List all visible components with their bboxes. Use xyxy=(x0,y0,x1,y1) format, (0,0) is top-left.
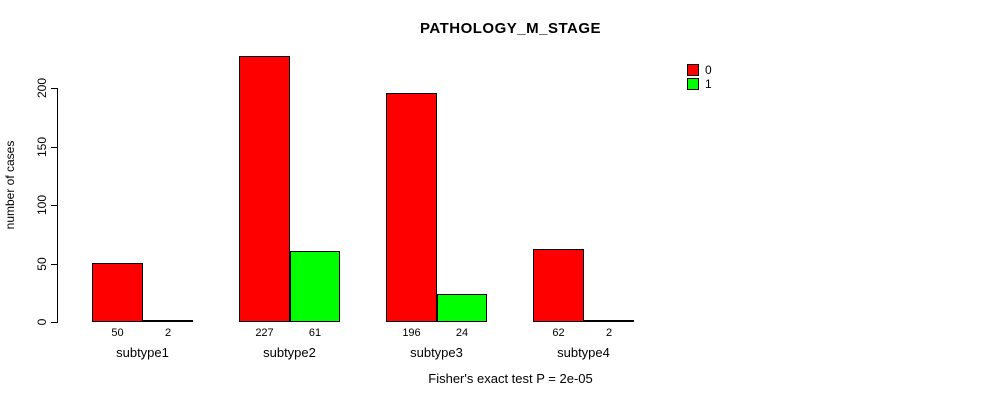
category-label-subtype4: subtype4 xyxy=(557,345,610,360)
y-tick-mark xyxy=(51,322,57,323)
category-label-subtype1: subtype1 xyxy=(116,345,169,360)
bar-value-label: 61 xyxy=(308,327,322,339)
bar-series-1-subtype2 xyxy=(290,251,340,322)
bar-series-0-subtype4 xyxy=(533,249,584,322)
bar-value-label: 227 xyxy=(255,327,274,339)
bar-series-1-subtype3 xyxy=(437,294,487,322)
chart-title: PATHOLOGY_M_STAGE xyxy=(419,20,601,37)
y-axis-line xyxy=(57,88,58,323)
legend-row: 0 xyxy=(687,63,712,77)
category-label-subtype3: subtype3 xyxy=(410,345,463,360)
y-tick-label: 200 xyxy=(35,77,49,99)
y-tick-mark xyxy=(51,88,57,89)
y-tick-label: 150 xyxy=(35,136,49,157)
y-tick-label: 100 xyxy=(35,194,49,216)
legend-swatch-1 xyxy=(687,78,699,90)
legend-label: 0 xyxy=(705,63,712,77)
statistical-test-annotation: Fisher's exact test P = 2e-05 xyxy=(428,371,593,386)
y-axis-label: number of cases xyxy=(3,140,17,230)
bar-series-1-subtype4 xyxy=(584,320,634,322)
y-tick-mark xyxy=(51,205,57,206)
legend-row: 1 xyxy=(687,77,712,91)
bar-value-label: 24 xyxy=(455,327,469,339)
bar-value-label: 196 xyxy=(402,327,421,339)
category-label-subtype2: subtype2 xyxy=(263,345,316,360)
y-tick-label: 0 xyxy=(35,318,49,326)
legend-label: 1 xyxy=(705,77,712,91)
y-tick-label: 50 xyxy=(35,256,49,271)
bar-value-label: 2 xyxy=(605,327,613,339)
bar-series-0-subtype1 xyxy=(92,263,143,322)
bar-value-label: 62 xyxy=(552,327,565,339)
y-tick-mark xyxy=(51,146,57,148)
y-tick-mark xyxy=(51,263,57,265)
bar-series-0-subtype2 xyxy=(239,56,290,322)
legend-swatch-0 xyxy=(687,64,699,76)
bar-series-0-subtype3 xyxy=(386,93,437,322)
bar-value-label: 50 xyxy=(111,327,124,339)
bar-series-1-subtype1 xyxy=(143,320,193,322)
bar-value-label: 2 xyxy=(164,327,172,339)
